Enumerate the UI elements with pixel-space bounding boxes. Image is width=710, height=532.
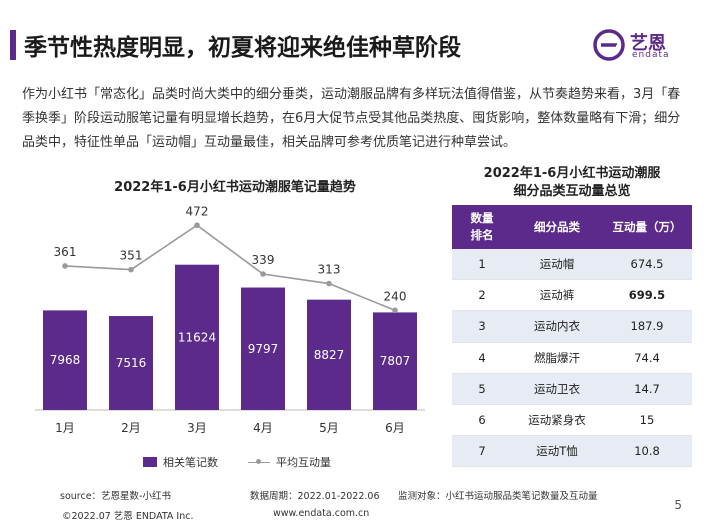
category-cell: 运动内衣 (512, 310, 602, 343)
legend-bar-label: 相关笔记数 (163, 456, 218, 469)
logo-chinese-text: 艺恩 (630, 33, 666, 54)
intro-paragraph: 作为小红书「常态化」品类时尚大类中的细分垂类，运动潮服品牌有多样玩法值得借鉴，从… (22, 87, 681, 150)
title-accent-bar (10, 30, 16, 60)
header-rank-line1: 数量 (470, 211, 494, 225)
bar-value-label: 7807 (380, 354, 411, 368)
header-category: 细分品类 (512, 205, 602, 249)
chart-legend: 相关笔记数 平均互动量 (143, 454, 331, 470)
bar-value-label: 11624 (178, 330, 216, 344)
x-tick-label: 4月 (253, 421, 273, 435)
rank-cell: 3 (452, 310, 512, 343)
line-value-label: 339 (252, 253, 275, 267)
rank-cell: 2 (452, 279, 512, 312)
header-rank-line2: 排名 (470, 228, 494, 242)
line-point-6 (392, 307, 398, 314)
x-tick-label: 1月 (55, 421, 75, 435)
bar-chart-title: 2022年1-6月小红书运动潮服笔记量趋势 (114, 180, 356, 195)
table-row: 6 运动紧身衣 15 (452, 404, 692, 437)
legend-line-swatch (248, 459, 270, 464)
category-cell: 运动裤 (512, 279, 602, 312)
footer-monitor: 监测对象：小红书运动服品类笔记数量及互动量 (398, 491, 598, 502)
line-point-4 (260, 271, 266, 277)
category-cell: 燃脂爆汗 (512, 342, 602, 374)
rank-cell: 5 (452, 373, 512, 405)
value-cell: 74.4 (602, 342, 692, 374)
value-cell: 15 (602, 404, 692, 437)
line-point-5 (326, 280, 332, 287)
footer-copyright: ©2022.07 艺恩 ENDATA Inc. (62, 511, 194, 522)
x-tick-label: 3月 (187, 421, 207, 435)
bar-value-label: 7968 (50, 353, 81, 367)
table-header-row: 数量 排名 细分品类 互动量（万） (452, 205, 692, 249)
footer-period: 数据周期：2022.01-2022.06 (250, 491, 380, 502)
endata-logo-icon (593, 29, 625, 61)
line-value-label: 361 (54, 245, 77, 259)
category-cell: 运动T恤 (512, 435, 602, 468)
table-row: 5 运动卫衣 14.7 (452, 373, 692, 405)
page-title: 季节性热度明显，初夏将迎来绝佳种草阶段 (24, 35, 461, 61)
bar-3 (175, 264, 219, 410)
table-row: 2 运动裤 699.5 (452, 279, 692, 312)
legend-bar-swatch (143, 457, 157, 467)
bar-value-label: 7516 (116, 356, 147, 370)
value-cell: 14.7 (602, 373, 692, 405)
category-cell: 运动帽 (512, 249, 602, 281)
table-row: 7 运动T恤 10.8 (452, 435, 692, 468)
category-cell: 运动卫衣 (512, 373, 602, 405)
category-cell: 运动紧身衣 (512, 404, 602, 437)
line-value-label: 351 (120, 249, 143, 263)
rank-cell: 6 (452, 404, 512, 437)
bar-6 (373, 312, 417, 410)
header-value: 互动量（万） (602, 205, 692, 249)
bar-2 (109, 316, 153, 410)
bar-5 (307, 299, 351, 410)
bar-4 (241, 287, 285, 410)
value-cell: 187.9 (602, 310, 692, 343)
avg-interaction-line (64, 224, 396, 312)
legend-line-label: 平均互动量 (276, 456, 331, 469)
value-cell: 674.5 (602, 249, 692, 281)
line-point-1 (62, 263, 68, 269)
line-value-label: 313 (318, 263, 341, 277)
header-rank: 数量 排名 (452, 205, 512, 249)
bar-1 (43, 310, 87, 410)
table-row: 1 运动帽 674.5 (452, 249, 692, 281)
rank-cell: 7 (452, 435, 512, 468)
line-point-3 (194, 222, 200, 229)
table-title: 2022年1-6月小红书运动潮服 细分品类互动量总览 (452, 165, 692, 201)
logo-english-text: endata (632, 50, 670, 60)
rank-cell: 1 (452, 249, 512, 281)
line-point-2 (128, 266, 134, 273)
x-tick-label: 6月 (385, 421, 405, 435)
table-title-line2: 细分品类互动量总览 (513, 184, 631, 199)
x-tick-label: 2月 (121, 421, 141, 435)
table-title-line1: 2022年1-6月小红书运动潮服 (483, 166, 661, 181)
bar-value-label: 9797 (248, 342, 279, 356)
table-row: 4 燃脂爆汗 74.4 (452, 342, 692, 374)
table-row: 3 运动内衣 187.9 (452, 310, 692, 343)
value-cell: 10.8 (602, 435, 692, 468)
category-ranking-table: 数量 排名 细分品类 互动量（万） 1 运动帽 674.5 2 运动裤 699.5 3 运动内… (452, 205, 692, 468)
endata-logo: 艺恩 endata (592, 28, 682, 62)
page-number: 5 (674, 498, 682, 512)
footer-source: source：艺恩星数-小红书 (60, 491, 171, 502)
bar-value-label: 8827 (314, 348, 345, 362)
rank-cell: 4 (452, 342, 512, 374)
footer-website[interactable]: www.endata.com.cn (273, 508, 370, 519)
bar-line-chart: 7968 1月 7516 2月 11624 3月 9797 4月 8827 5月 7807 6月 361… (35, 204, 425, 435)
x-tick-label: 5月 (319, 421, 339, 435)
value-cell: 699.5 (602, 279, 692, 312)
line-value-label: 240 (384, 289, 407, 303)
line-value-label: 472 (186, 204, 209, 218)
